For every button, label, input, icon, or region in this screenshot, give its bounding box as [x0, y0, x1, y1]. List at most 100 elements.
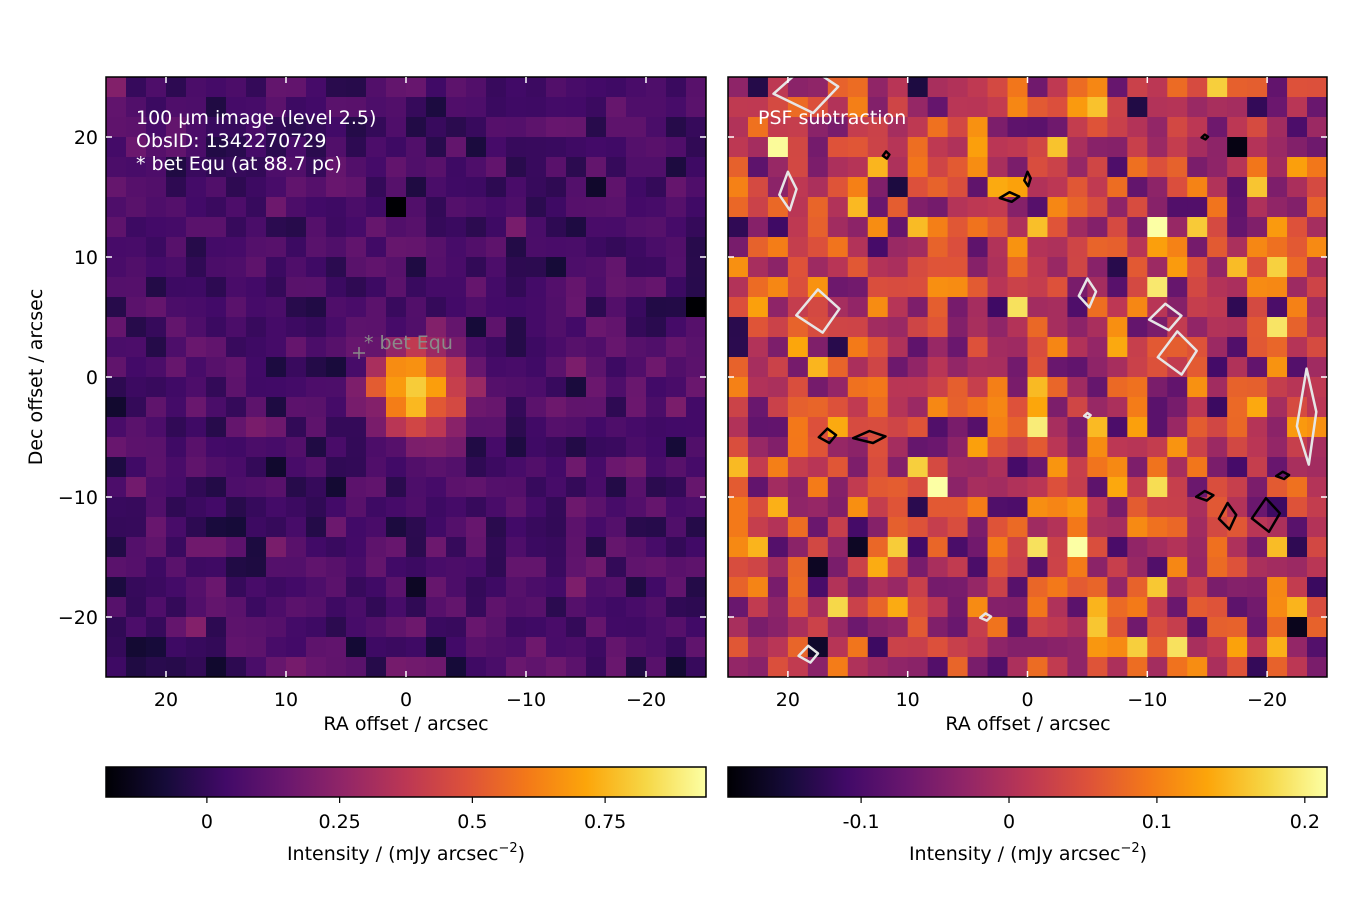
heatmap-pixel: [426, 497, 447, 518]
heatmap-pixel: [1167, 477, 1188, 498]
heatmap-pixel: [626, 117, 647, 138]
heatmap-pixel: [787, 557, 809, 578]
heatmap-pixel: [907, 637, 929, 658]
heatmap-pixel: [506, 157, 527, 178]
heatmap-pixel: [1307, 477, 1327, 498]
heatmap-pixel: [266, 117, 287, 138]
heatmap-pixel: [286, 537, 307, 558]
heatmap-pixel: [426, 397, 447, 418]
heatmap-pixel: [747, 657, 769, 677]
heatmap-pixel: [306, 657, 327, 677]
heatmap-pixel: [987, 77, 1009, 98]
heatmap-pixel: [326, 557, 347, 578]
heatmap-pixel: [586, 597, 607, 618]
heatmap-pixel: [887, 617, 909, 638]
heatmap-pixel: [306, 257, 327, 278]
heatmap-pixel: [1227, 77, 1248, 98]
heatmap-pixel: [1187, 177, 1208, 198]
heatmap-pixel: [887, 577, 909, 598]
heatmap-pixel: [867, 497, 889, 518]
heatmap-pixel: [386, 477, 407, 498]
heatmap-pixel: [1307, 217, 1327, 238]
heatmap-pixel: [566, 177, 587, 198]
heatmap-pixel: [728, 397, 749, 418]
heatmap-pixel: [566, 337, 587, 358]
heatmap-pixel: [106, 437, 127, 458]
heatmap-pixel: [747, 437, 769, 458]
heatmap-pixel: [586, 397, 607, 418]
heatmap-pixel: [466, 437, 487, 458]
heatmap-pixel: [566, 517, 587, 538]
heatmap-pixel: [887, 297, 909, 318]
colorbar-tick-label: 0: [1003, 811, 1015, 833]
heatmap-pixel: [166, 97, 187, 118]
heatmap-pixel: [206, 197, 227, 218]
heatmap-pixel: [1307, 497, 1327, 518]
heatmap-pixel: [1067, 657, 1088, 677]
heatmap-pixel: [526, 497, 547, 518]
heatmap-pixel: [1127, 177, 1148, 198]
heatmap-pixel: [747, 157, 769, 178]
heatmap-pixel: [1267, 497, 1288, 518]
heatmap-pixel: [606, 277, 627, 298]
heatmap-pixel: [1047, 137, 1069, 158]
heatmap-pixel: [1167, 177, 1188, 198]
heatmap-pixel: [1247, 597, 1268, 618]
heatmap-pixel: [728, 337, 749, 358]
heatmap-pixel: [586, 77, 607, 98]
heatmap-pixel: [1087, 97, 1108, 118]
heatmap-pixel: [446, 497, 467, 518]
heatmap-pixel: [246, 457, 267, 478]
heatmap-pixel: [1007, 137, 1029, 158]
heatmap-pixel: [1007, 257, 1029, 278]
heatmap-pixel: [847, 357, 869, 378]
heatmap-pixel: [847, 437, 869, 458]
heatmap-pixel: [506, 177, 527, 198]
heatmap-pixel: [466, 157, 487, 178]
heatmap-pixel: [1107, 577, 1128, 598]
heatmap-pixel: [326, 317, 347, 338]
heatmap-pixel: [126, 257, 147, 278]
heatmap-pixel: [907, 497, 929, 518]
heatmap-pixel: [1067, 277, 1088, 298]
heatmap-pixel: [927, 457, 949, 478]
heatmap-pixel: [266, 237, 287, 258]
heatmap-pixel: [1287, 517, 1308, 538]
heatmap-pixel: [486, 237, 507, 258]
heatmap-pixel: [606, 157, 627, 178]
heatmap-pixel: [526, 517, 547, 538]
heatmap-pixel: [1067, 297, 1088, 318]
heatmap-pixel: [1307, 97, 1327, 118]
heatmap-pixel: [927, 97, 949, 118]
heatmap-pixel: [1127, 437, 1148, 458]
heatmap-pixel: [1207, 437, 1228, 458]
colorbar-tick-label: -0.1: [843, 811, 880, 833]
heatmap-pixel: [186, 657, 207, 677]
heatmap-pixel: [406, 497, 427, 518]
heatmap-pixel: [646, 277, 667, 298]
heatmap-pixel: [166, 357, 187, 378]
heatmap-pixel: [506, 117, 527, 138]
heatmap-pixel: [166, 297, 187, 318]
heatmap-pixel: [526, 317, 547, 338]
heatmap-pixel: [867, 317, 889, 338]
heatmap-pixel: [626, 237, 647, 258]
heatmap-pixel: [346, 137, 367, 158]
heatmap-pixel: [426, 597, 447, 618]
heatmap-pixel: [266, 337, 287, 358]
heatmap-pixel: [206, 517, 227, 538]
heatmap-pixel: [606, 97, 627, 118]
right-tick-marks: [728, 77, 1327, 677]
heatmap-pixel: [266, 257, 287, 278]
heatmap-pixel: [626, 597, 647, 618]
heatmap-pixel: [887, 437, 909, 458]
heatmap-pixel: [787, 457, 809, 478]
heatmap-pixel: [206, 277, 227, 298]
heatmap-pixel: [526, 337, 547, 358]
heatmap-pixel: [686, 357, 706, 378]
heatmap-pixel: [206, 337, 227, 358]
heatmap-pixel: [386, 537, 407, 558]
heatmap-pixel: [586, 437, 607, 458]
heatmap-pixel: [728, 457, 749, 478]
contour-line: [778, 170, 798, 212]
